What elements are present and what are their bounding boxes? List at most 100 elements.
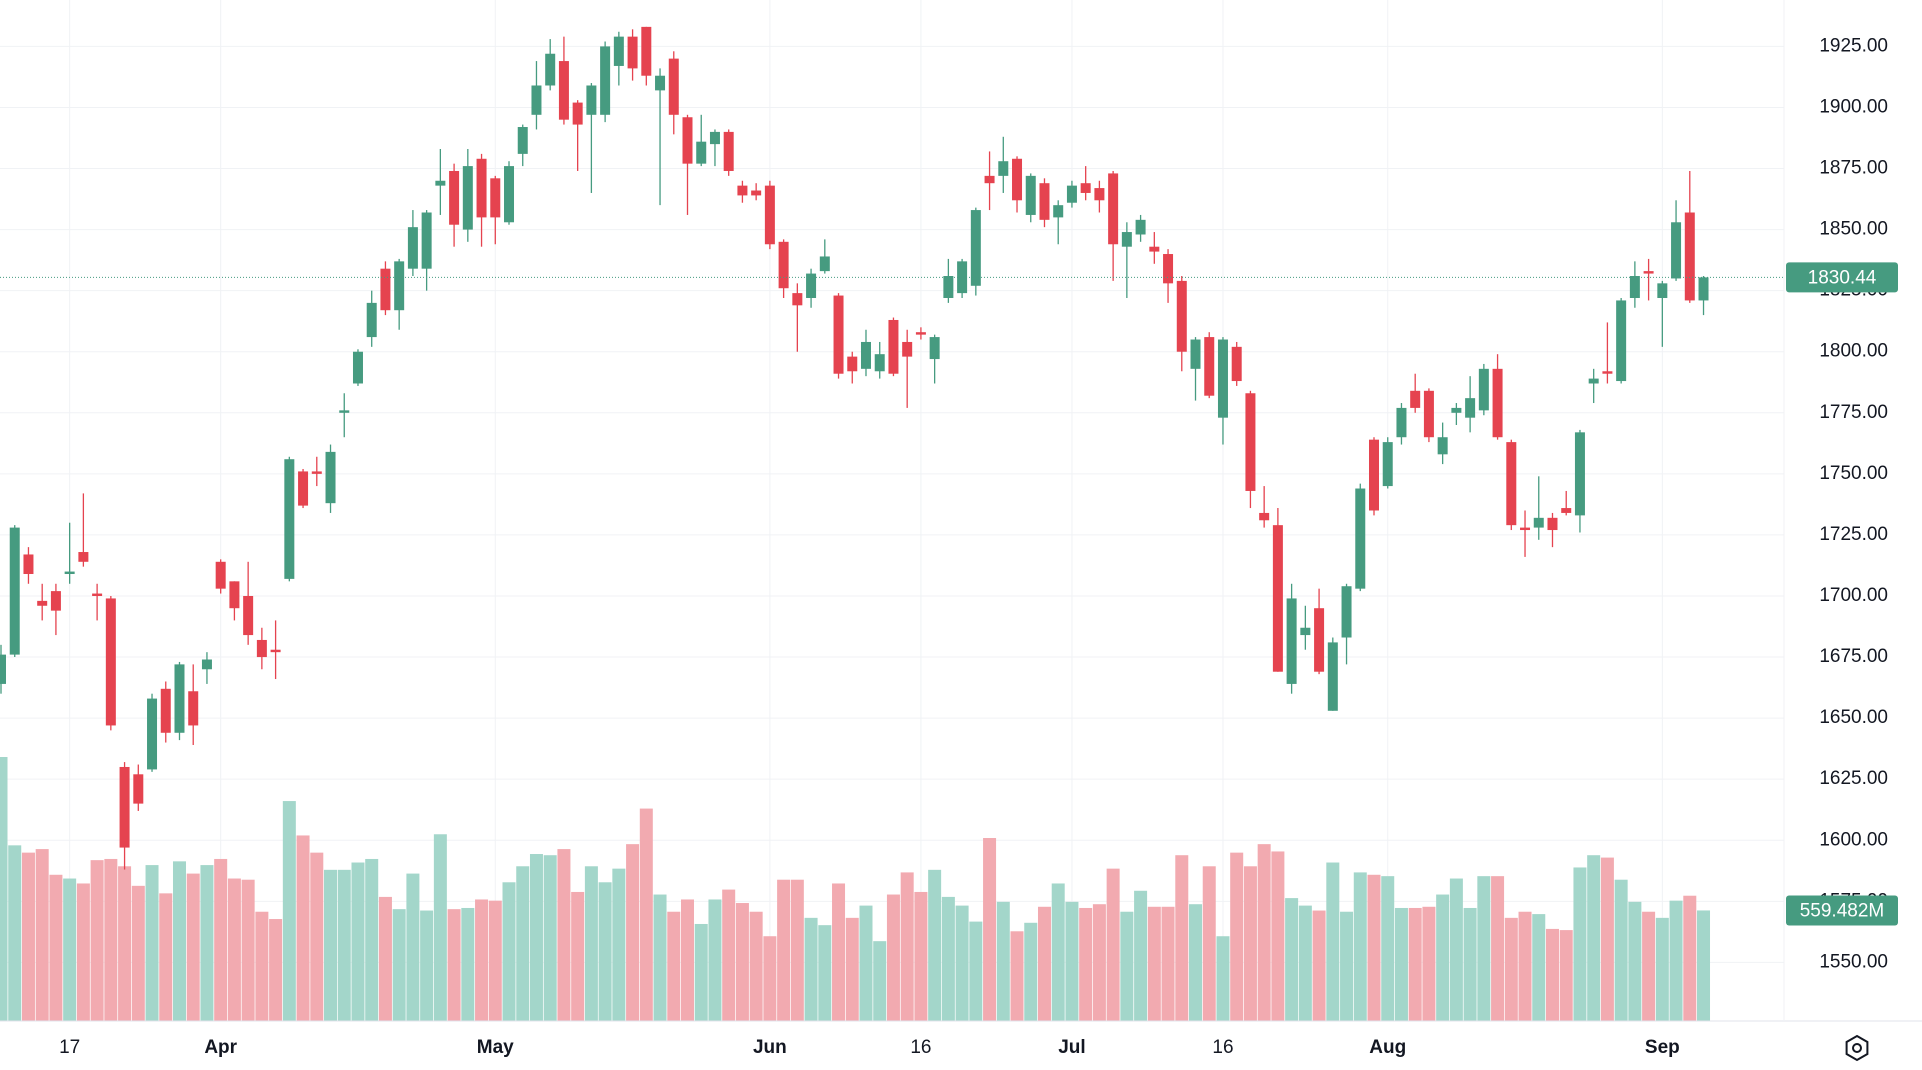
settings-hexagon[interactable]: [1845, 1034, 1869, 1062]
candle-body: [407, 227, 418, 269]
x-tick-label: May: [477, 1037, 514, 1058]
volume-bar: [131, 885, 145, 1021]
candle-body: [1657, 283, 1668, 298]
volume-bar: [1381, 876, 1395, 1021]
candle-body: [1176, 280, 1187, 352]
candle-body: [572, 102, 583, 125]
candle-body: [243, 595, 254, 636]
settings-icon[interactable]: [1845, 1034, 1869, 1062]
candle-body: [1053, 205, 1064, 218]
volume-bar: [296, 835, 310, 1021]
candle-body: [1396, 407, 1407, 438]
candle-body: [1643, 271, 1654, 274]
candle-body: [0, 654, 6, 684]
x-tick-label: Jul: [1058, 1037, 1085, 1058]
volume-bar: [1408, 907, 1422, 1021]
candle-body: [1382, 442, 1393, 487]
candle-body: [709, 131, 720, 145]
volume-bar: [200, 865, 214, 1021]
candle-body: [1684, 212, 1695, 301]
candle-body: [1012, 158, 1023, 201]
volume-bar: [969, 921, 983, 1021]
candle-body: [325, 451, 336, 504]
volume-bar: [1243, 866, 1257, 1021]
volume-bar: [914, 891, 928, 1021]
volume-bar: [186, 873, 200, 1021]
volume-bar: [282, 801, 296, 1021]
volume-bar: [1491, 876, 1505, 1021]
y-tick-label: 1725.00: [1819, 524, 1888, 545]
volume-bar: [1422, 906, 1436, 1021]
candle-body: [449, 170, 460, 225]
candle-body: [902, 341, 913, 357]
candle-body: [1602, 371, 1613, 374]
candle-body: [352, 351, 363, 384]
volume-bar: [420, 910, 434, 1021]
y-tick-label: 1875.00: [1819, 158, 1888, 179]
candle-body: [1231, 346, 1242, 382]
volume-bar: [1697, 910, 1711, 1021]
candle-body: [1341, 586, 1352, 638]
volume-bar: [1230, 852, 1244, 1021]
candle-body: [366, 302, 377, 338]
volume-bar: [708, 899, 722, 1021]
volume-bar: [996, 901, 1010, 1021]
candle-body: [751, 190, 762, 196]
candle-body: [860, 341, 871, 369]
volume-bar: [1353, 872, 1367, 1021]
x-tick-label: 16: [1212, 1037, 1233, 1058]
candle-body: [462, 166, 473, 230]
candle-body: [1066, 185, 1077, 203]
candle-body: [1588, 378, 1599, 384]
volume-bar: [681, 899, 694, 1021]
candle-body: [1272, 525, 1283, 672]
candle-body: [1080, 183, 1091, 193]
volume-bar: [735, 903, 749, 1021]
volume-bar: [8, 845, 22, 1021]
volume-bar: [1326, 862, 1340, 1021]
y-tick-label: 1850.00: [1819, 219, 1888, 240]
candle-body: [1465, 398, 1476, 418]
candle-body: [531, 85, 542, 115]
candle-body: [586, 85, 597, 115]
volume-bar: [447, 909, 461, 1021]
volume-bar: [104, 858, 118, 1021]
volume-bar: [1628, 901, 1642, 1021]
candle-body: [558, 61, 569, 120]
volume-bar: [1573, 867, 1587, 1021]
volume-bar: [571, 891, 585, 1021]
volume-bar: [529, 854, 543, 1021]
volume-bar: [1518, 911, 1532, 1021]
candle-body: [600, 46, 611, 115]
volume-bar: [21, 852, 35, 1021]
volume-bar: [310, 852, 324, 1021]
volume-bar: [1394, 907, 1408, 1021]
volume-bar: [35, 849, 49, 1021]
volume-bar: [790, 879, 804, 1021]
candle-body: [1314, 608, 1325, 672]
candle-body: [215, 561, 226, 589]
candle-body: [298, 471, 309, 506]
volume-bar: [1436, 894, 1450, 1021]
volume-bar: [1216, 936, 1230, 1021]
y-tick-label: 1750.00: [1819, 463, 1888, 484]
y-tick-label: 1550.00: [1819, 951, 1888, 972]
volume-bar: [832, 883, 846, 1021]
volume-bar: [118, 866, 132, 1021]
volume-bar: [804, 917, 818, 1021]
volume-bar: [145, 865, 159, 1021]
volume-bar: [214, 858, 228, 1021]
candle-body: [64, 571, 75, 575]
candle-body: [92, 593, 103, 596]
candle-body: [1025, 175, 1036, 215]
candle-body: [270, 649, 281, 653]
volume-bar: [1587, 855, 1601, 1021]
candle-body: [1698, 277, 1709, 301]
candle-body: [943, 276, 954, 298]
volume-bar: [859, 905, 873, 1021]
candle-body: [833, 295, 844, 374]
candle-body: [311, 471, 322, 474]
settings-dot[interactable]: [1852, 1043, 1862, 1053]
volume-bar: [406, 873, 420, 1021]
volume-bar: [639, 808, 653, 1021]
